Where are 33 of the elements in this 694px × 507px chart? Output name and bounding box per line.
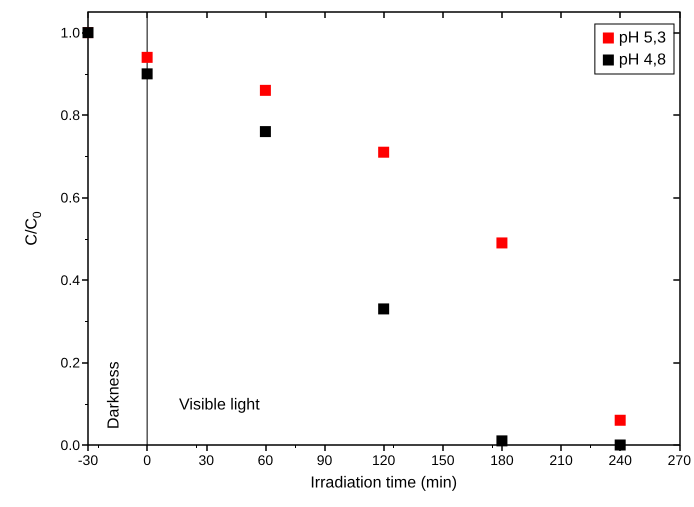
legend-label: pH 4,8 [618, 52, 666, 68]
legend-label: pH 5,3 [618, 30, 666, 46]
y-tick-label: 1.0 [60, 24, 80, 41]
point [260, 84, 271, 96]
x-tick-label: 0 [143, 452, 152, 468]
x-tick-label: 210 [549, 452, 573, 468]
x-axis-title: Irradiation time (min) [310, 474, 458, 492]
point [614, 440, 626, 450]
y-axis-title: C/C0 [24, 211, 44, 246]
x-tick-label: 90 [316, 452, 333, 468]
x-tick-label: 150 [431, 452, 455, 468]
y-tick-label: 0.6 [60, 190, 80, 206]
annotation: Visible light [179, 396, 260, 414]
x-tick-label: 30 [198, 452, 214, 468]
y-tick-label: 0.8 [60, 107, 80, 124]
x-tick-label: 60 [258, 452, 274, 468]
x-tick-label: 120 [372, 452, 396, 468]
y-tick-label: 0.2 [60, 354, 80, 371]
x-tick-label: 240 [608, 452, 632, 468]
point [378, 303, 390, 314]
y-tick-label: 0.4 [60, 272, 80, 288]
point [378, 146, 390, 158]
annotation: Darkness [106, 361, 122, 429]
point [142, 68, 153, 80]
point [260, 126, 271, 138]
point [142, 52, 153, 63]
x-tick-label: -30 [78, 452, 98, 468]
point [496, 237, 508, 248]
point [614, 414, 626, 426]
point [496, 435, 508, 446]
y-tick-label: 0.0 [60, 437, 80, 453]
x-tick-label: 270 [668, 452, 692, 468]
x-tick-label: 180 [490, 452, 514, 468]
